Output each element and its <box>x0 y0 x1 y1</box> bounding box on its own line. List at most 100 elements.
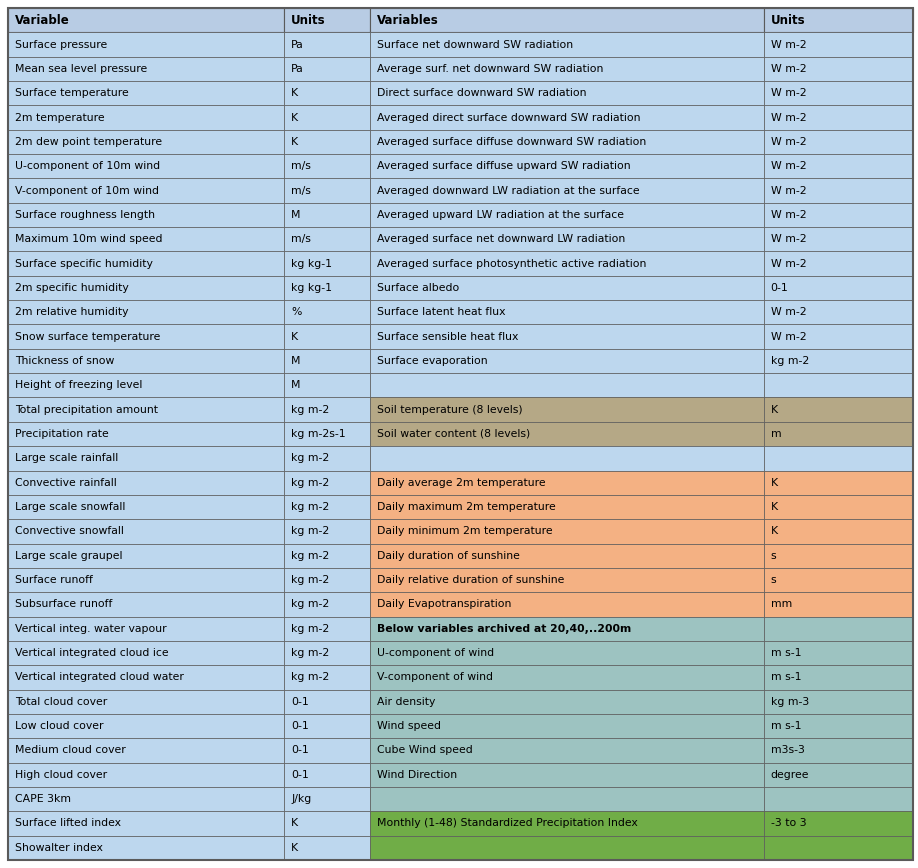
Text: m s-1: m s-1 <box>771 721 801 731</box>
Bar <box>8 81 284 105</box>
Text: Vertical integ. water vapour: Vertical integ. water vapour <box>15 624 167 634</box>
Bar <box>764 543 913 568</box>
Text: Averaged downward LW radiation at the surface: Averaged downward LW radiation at the su… <box>377 186 640 195</box>
Bar <box>370 81 764 105</box>
Bar <box>8 665 284 689</box>
Text: kg kg-1: kg kg-1 <box>291 259 332 268</box>
Text: Daily Evapotranspiration: Daily Evapotranspiration <box>377 600 511 609</box>
Bar <box>764 154 913 179</box>
Text: kg m-2s-1: kg m-2s-1 <box>291 429 346 439</box>
Text: U-component of 10m wind: U-component of 10m wind <box>15 161 160 171</box>
Bar <box>8 836 284 860</box>
Text: Wind Direction: Wind Direction <box>377 770 457 779</box>
Text: Average surf. net downward SW radiation: Average surf. net downward SW radiation <box>377 64 603 74</box>
Text: 2m dew point temperature: 2m dew point temperature <box>15 137 162 147</box>
Bar <box>764 689 913 714</box>
Bar <box>284 349 370 373</box>
Bar <box>8 592 284 616</box>
Bar <box>8 276 284 300</box>
Bar <box>370 739 764 763</box>
Bar <box>764 203 913 227</box>
Text: Subsurface runoff: Subsurface runoff <box>15 600 112 609</box>
Bar <box>284 592 370 616</box>
Text: Maximum 10m wind speed: Maximum 10m wind speed <box>15 234 162 244</box>
Bar <box>8 812 284 836</box>
Bar <box>370 276 764 300</box>
Text: W m-2: W m-2 <box>771 186 806 195</box>
Text: Convective snowfall: Convective snowfall <box>15 526 124 536</box>
Text: Surface lifted index: Surface lifted index <box>15 819 121 828</box>
Bar <box>764 398 913 422</box>
Bar <box>284 300 370 325</box>
Bar <box>764 470 913 495</box>
Text: K: K <box>291 113 298 122</box>
Bar <box>764 422 913 446</box>
Text: K: K <box>771 477 778 488</box>
Bar <box>284 665 370 689</box>
Bar <box>764 739 913 763</box>
Text: K: K <box>771 502 778 512</box>
Text: Daily minimum 2m temperature: Daily minimum 2m temperature <box>377 526 553 536</box>
Bar <box>8 470 284 495</box>
Text: Wind speed: Wind speed <box>377 721 441 731</box>
Text: Mean sea level pressure: Mean sea level pressure <box>15 64 147 74</box>
Text: K: K <box>291 819 298 828</box>
Bar <box>284 252 370 276</box>
Bar <box>8 32 284 56</box>
Text: Monthly (1-48) Standardized Precipitation Index: Monthly (1-48) Standardized Precipitatio… <box>377 819 638 828</box>
Text: Snow surface temperature: Snow surface temperature <box>15 332 161 342</box>
Bar <box>764 252 913 276</box>
Bar <box>370 446 764 470</box>
Bar <box>284 446 370 470</box>
Text: kg m-2: kg m-2 <box>771 356 809 366</box>
Bar <box>764 32 913 56</box>
Bar <box>370 665 764 689</box>
Bar <box>370 32 764 56</box>
Bar <box>764 495 913 519</box>
Text: s: s <box>771 575 777 585</box>
Text: U-component of wind: U-component of wind <box>377 648 494 658</box>
Text: Averaged direct surface downward SW radiation: Averaged direct surface downward SW radi… <box>377 113 641 122</box>
Text: Surface net downward SW radiation: Surface net downward SW radiation <box>377 40 573 49</box>
Bar <box>8 325 284 349</box>
Bar <box>764 714 913 739</box>
Bar <box>8 105 284 129</box>
Bar <box>370 252 764 276</box>
Bar <box>284 325 370 349</box>
Bar <box>284 470 370 495</box>
Bar <box>764 568 913 592</box>
Text: m s-1: m s-1 <box>771 673 801 682</box>
Text: kg m-2: kg m-2 <box>291 404 330 415</box>
Bar <box>764 276 913 300</box>
Bar <box>370 641 764 665</box>
Text: Large scale graupel: Large scale graupel <box>15 550 122 561</box>
Bar <box>764 8 913 32</box>
Bar <box>370 519 764 543</box>
Text: m: m <box>771 429 781 439</box>
Text: Averaged upward LW radiation at the surface: Averaged upward LW radiation at the surf… <box>377 210 624 220</box>
Bar <box>764 836 913 860</box>
Text: Height of freezing level: Height of freezing level <box>15 380 142 391</box>
Bar <box>370 763 764 787</box>
Text: Thickness of snow: Thickness of snow <box>15 356 115 366</box>
Text: 2m relative humidity: 2m relative humidity <box>15 307 129 318</box>
Bar <box>8 446 284 470</box>
Bar <box>8 763 284 787</box>
Text: m/s: m/s <box>291 234 311 244</box>
Text: Daily average 2m temperature: Daily average 2m temperature <box>377 477 545 488</box>
Text: Surface latent heat flux: Surface latent heat flux <box>377 307 506 318</box>
Bar <box>764 592 913 616</box>
Bar <box>8 300 284 325</box>
Bar <box>8 349 284 373</box>
Text: Variables: Variables <box>377 14 439 27</box>
Bar <box>764 129 913 154</box>
Bar <box>8 422 284 446</box>
Bar <box>764 763 913 787</box>
Text: degree: degree <box>771 770 809 779</box>
Bar <box>8 56 284 81</box>
Bar <box>370 203 764 227</box>
Text: m s-1: m s-1 <box>771 648 801 658</box>
Bar <box>370 300 764 325</box>
Text: 0-1: 0-1 <box>771 283 789 293</box>
Text: Surface temperature: Surface temperature <box>15 89 129 98</box>
